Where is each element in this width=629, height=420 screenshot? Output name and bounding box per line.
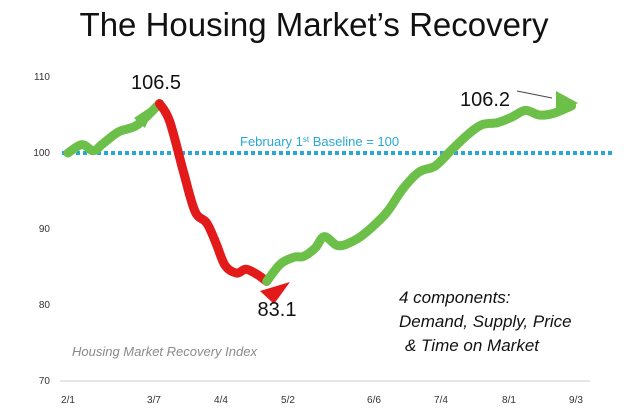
note-line: 4 components: [399,288,511,307]
series-layer [63,99,577,286]
series-line-3 [262,101,577,286]
end-callout-line [516,90,553,99]
note-line: & Time on Market [405,336,540,355]
y-tick-label: 70 [39,376,51,387]
y-tick-label: 90 [39,224,51,235]
baseline-label-main: February 1 [240,134,303,149]
x-tick-label: 6/6 [367,395,381,406]
index-label: Housing Market Recovery Index [72,344,257,359]
end-label-september: 106.2 [460,89,510,111]
y-tick-label: 100 [33,148,50,159]
baseline-label: February 1st Baseline = 100 [240,134,399,149]
x-tick-label: 5/2 [281,395,295,406]
trough-label-may: 83.1 [258,299,297,321]
series-line-1 [63,99,164,158]
y-tick-label: 110 [34,72,50,83]
x-tick-label: 7/4 [434,395,448,406]
x-tick-label: 4/4 [214,395,228,406]
chart-title: The Housing Market’s Recovery [80,6,549,43]
x-tick-label: 9/3 [569,395,583,406]
y-tick-label: 80 [39,300,51,311]
x-tick-label: 2/1 [61,395,75,406]
peak-arrowhead [134,104,155,128]
y-axis-ticks: 110 100 90 80 70 [33,72,50,387]
x-axis-ticks: 2/1 3/7 4/4 5/2 6/6 7/4 8/1 9/3 [61,395,583,406]
baseline-label-rest: Baseline = 100 [309,134,399,149]
end-arrowhead [556,91,578,115]
series-line-2 [155,99,272,286]
baseline-label-sup: st [303,135,310,144]
x-tick-label: 3/7 [147,395,161,406]
x-tick-label: 8/1 [502,395,516,406]
trough-arrowhead [260,282,290,304]
peak-label-march: 106.5 [131,72,181,94]
note-line: Demand, Supply, Price [399,312,572,331]
